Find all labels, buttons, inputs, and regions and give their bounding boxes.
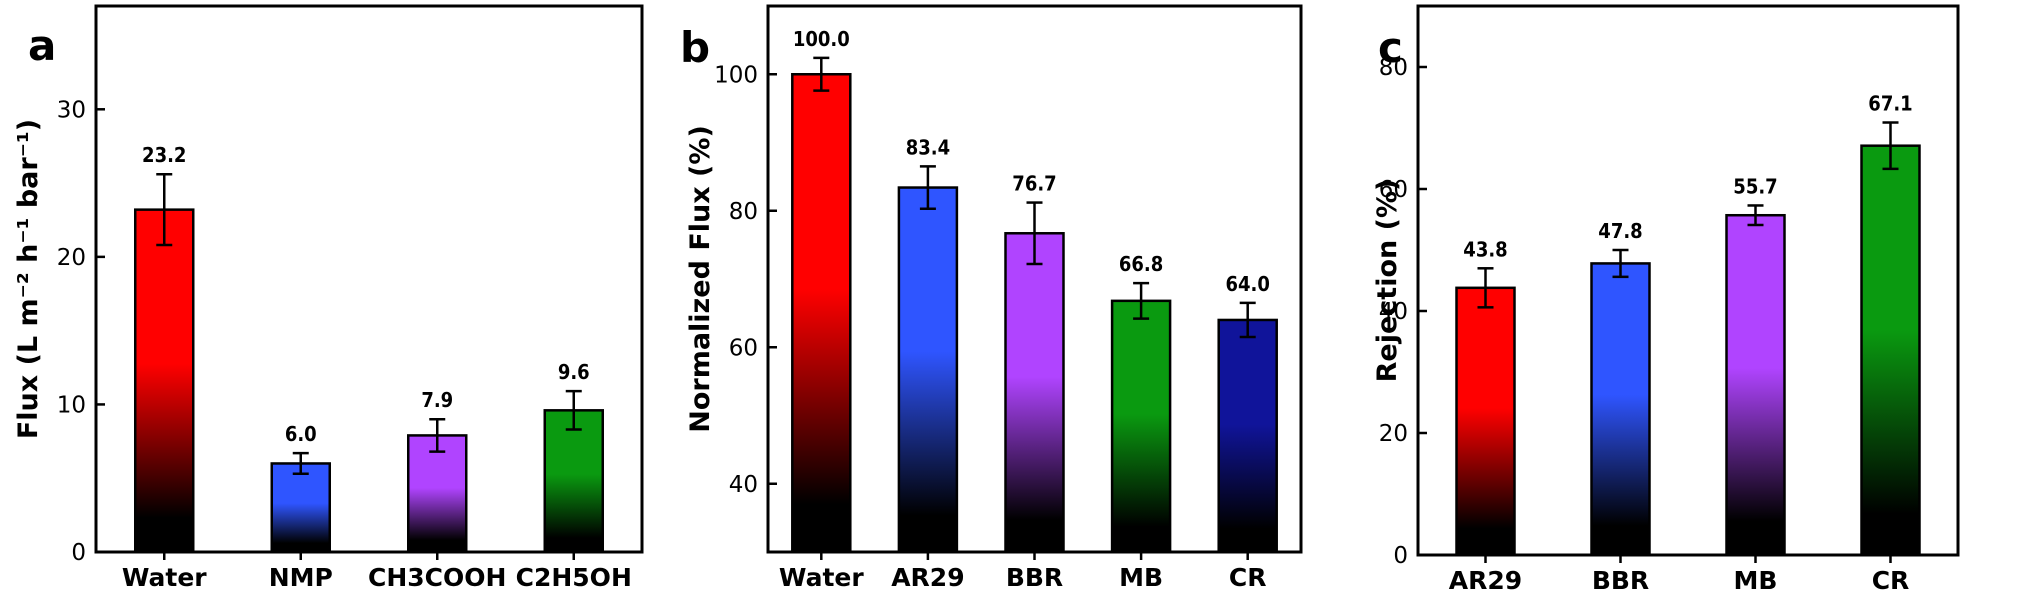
y-tick-label: 60 (1379, 177, 1408, 203)
bar-bbr (1004, 232, 1065, 554)
data-label: 76.7 (1012, 172, 1056, 196)
panel-label: b (680, 23, 710, 72)
x-tick-label: C2H5OH (516, 563, 632, 592)
x-tick-label: AR29 (891, 563, 964, 592)
y-tick-label: 20 (1379, 421, 1408, 447)
data-label: 83.4 (906, 135, 950, 159)
y-tick-label: 0 (71, 540, 86, 566)
data-label: 55.7 (1733, 174, 1777, 198)
bar-ar29 (897, 186, 959, 554)
x-tick-label: CR (1229, 563, 1267, 592)
bar-cr (1217, 318, 1278, 554)
y-tick-label: 10 (57, 392, 86, 418)
y-tick-label: 30 (57, 97, 86, 123)
x-tick-label: Water (122, 563, 207, 592)
y-axis-label: Rejection (%) (1372, 179, 1403, 383)
x-tick-label: NMP (269, 563, 333, 592)
bar-water (134, 208, 195, 554)
chart-panel-a: 0 10 20 30 Flux (L m⁻² h⁻¹ bar⁻¹) a 23.2 Water 6… (13, 4, 644, 592)
bar-ar29 (1455, 286, 1516, 557)
data-label: 43.8 (1463, 237, 1507, 261)
data-label: 47.8 (1598, 219, 1642, 243)
x-tick-label: CH3COOH (368, 563, 506, 592)
x-tick-label: Water (779, 563, 864, 592)
y-tick-label: 20 (57, 245, 86, 271)
bar-cr (1860, 144, 1921, 557)
plot-frame (94, 4, 644, 554)
data-label: 23.2 (142, 143, 186, 167)
x-tick-label: AR29 (1449, 566, 1522, 595)
panel-label: a (28, 21, 56, 70)
bar-mb (1110, 299, 1172, 554)
bar-ch3cooh (407, 434, 468, 554)
bar-water (791, 73, 852, 554)
plot-frame (1416, 4, 1960, 557)
data-label: 9.6 (558, 360, 590, 384)
x-tick-label: BBR (1006, 563, 1063, 592)
x-tick-label: CR (1872, 566, 1910, 595)
chart-panel-b: 40 60 80 100 Normalized Flux (%) b 100.0 Water 8… (680, 4, 1303, 592)
y-tick-label: 40 (1379, 299, 1408, 325)
data-label: 7.9 (421, 388, 453, 412)
x-tick-label: MB (1119, 563, 1163, 592)
y-axis-label: Normalized Flux (%) (685, 125, 716, 433)
bar-nmp (270, 462, 331, 554)
bar-mb (1725, 213, 1786, 557)
panel-label: c (1378, 23, 1403, 72)
y-tick-label: 40 (729, 472, 758, 498)
x-tick-label: MB (1734, 566, 1778, 595)
y-tick-label: 60 (729, 335, 758, 361)
y-tick-label: 100 (714, 62, 758, 88)
bar-bbr (1590, 262, 1651, 557)
data-label: 6.0 (285, 422, 317, 446)
x-tick-label: BBR (1592, 566, 1649, 595)
chart-panel-c: 0 20 40 60 80 Rejection (%) c 43.8 AR29 47.8 BBR 55… (1372, 4, 1960, 595)
y-tick-label: 0 (1393, 543, 1408, 569)
data-label: 67.1 (1868, 92, 1912, 116)
y-axis-label: Flux (L m⁻² h⁻¹ bar⁻¹) (13, 119, 44, 439)
bar-c2h5oh (543, 409, 604, 554)
y-tick-label: 80 (729, 199, 758, 225)
data-label: 66.8 (1119, 252, 1163, 276)
y-tick-label: 80 (1379, 55, 1408, 81)
data-label: 100.0 (793, 27, 850, 51)
data-label: 64.0 (1225, 272, 1269, 296)
